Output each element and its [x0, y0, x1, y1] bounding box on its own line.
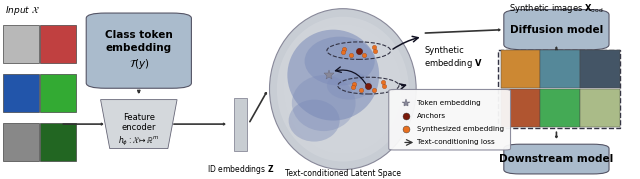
FancyBboxPatch shape	[3, 74, 38, 112]
FancyBboxPatch shape	[40, 123, 76, 161]
Ellipse shape	[284, 25, 401, 153]
Ellipse shape	[277, 17, 409, 161]
Text: Synthetic images $\mathbf{X}_{\mathrm{ood}}$: Synthetic images $\mathbf{X}_{\mathrm{oo…	[509, 2, 604, 15]
Ellipse shape	[292, 75, 356, 131]
Text: $h_\phi: \mathcal{X}\mapsto\mathbb{R}^m$: $h_\phi: \mathcal{X}\mapsto\mathbb{R}^m$	[118, 135, 159, 148]
FancyBboxPatch shape	[541, 89, 580, 127]
FancyBboxPatch shape	[498, 50, 620, 128]
FancyBboxPatch shape	[3, 123, 38, 161]
Ellipse shape	[287, 30, 379, 121]
Text: Text-conditioning loss: Text-conditioning loss	[417, 139, 495, 146]
FancyBboxPatch shape	[234, 98, 247, 151]
FancyBboxPatch shape	[40, 25, 76, 63]
Text: Feature
encoder: Feature encoder	[122, 113, 156, 132]
Text: Synthesized embedding: Synthesized embedding	[417, 126, 504, 132]
Ellipse shape	[305, 37, 374, 86]
FancyBboxPatch shape	[40, 74, 76, 112]
Text: Token embedding: Token embedding	[417, 100, 481, 106]
FancyBboxPatch shape	[388, 90, 511, 150]
FancyBboxPatch shape	[501, 50, 541, 88]
Ellipse shape	[327, 72, 372, 100]
Ellipse shape	[269, 9, 416, 170]
Text: Synthetic
embedding $\mathbf{V}$: Synthetic embedding $\mathbf{V}$	[424, 46, 483, 70]
Text: Text-conditioned Latent Space: Text-conditioned Latent Space	[285, 169, 401, 178]
Text: Diffusion model: Diffusion model	[510, 25, 603, 35]
FancyBboxPatch shape	[504, 144, 609, 174]
Text: Anchors: Anchors	[417, 113, 447, 119]
FancyBboxPatch shape	[86, 13, 191, 88]
Ellipse shape	[289, 100, 340, 142]
Text: Downstream model: Downstream model	[499, 154, 614, 164]
Text: ID embeddings $\mathbf{Z}$: ID embeddings $\mathbf{Z}$	[207, 163, 275, 176]
FancyBboxPatch shape	[504, 9, 609, 50]
FancyBboxPatch shape	[501, 89, 541, 127]
Text: Input $\mathcal{X}$: Input $\mathcal{X}$	[5, 4, 40, 17]
FancyBboxPatch shape	[580, 50, 620, 88]
Polygon shape	[100, 100, 177, 149]
FancyBboxPatch shape	[541, 50, 580, 88]
FancyBboxPatch shape	[3, 25, 38, 63]
Text: Class token
embedding
$\mathcal{T}(y)$: Class token embedding $\mathcal{T}(y)$	[105, 30, 173, 71]
FancyBboxPatch shape	[580, 89, 620, 127]
